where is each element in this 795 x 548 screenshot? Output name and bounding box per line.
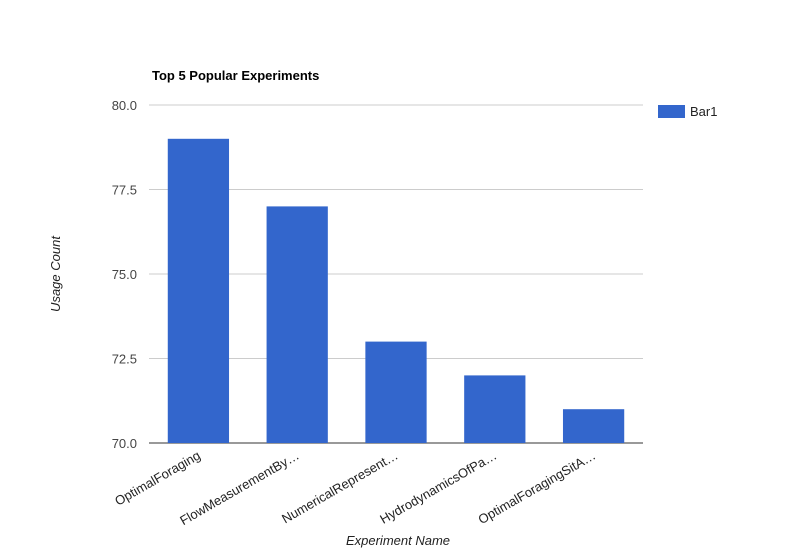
bar[interactable] — [562, 409, 625, 443]
legend-label: Bar1 — [690, 104, 717, 119]
bar[interactable] — [167, 138, 230, 444]
bars — [167, 138, 625, 444]
bar[interactable] — [464, 375, 526, 443]
y-tick-label: 75.0 — [112, 267, 137, 282]
y-tick-label: 80.0 — [112, 98, 137, 113]
y-tick-label: 77.5 — [112, 183, 137, 198]
x-axis-title: Experiment Name — [346, 533, 450, 548]
bar[interactable] — [266, 206, 328, 443]
y-tick-label: 70.0 — [112, 436, 137, 451]
bar[interactable] — [365, 341, 427, 443]
y-axis-title: Usage Count — [48, 235, 63, 312]
x-axis-labels: OptimalForagingFlowMeasurementBy…Numeric… — [112, 448, 598, 529]
y-axis-ticks: 70.0 72.5 75.0 77.5 80.0 — [112, 98, 137, 451]
y-tick-label: 72.5 — [112, 352, 137, 367]
legend[interactable]: Bar1 — [658, 104, 717, 119]
legend-swatch — [658, 105, 685, 118]
x-tick-label: OptimalForaging — [112, 448, 203, 509]
chart-title: Top 5 Popular Experiments — [152, 68, 319, 83]
grid — [149, 104, 643, 444]
